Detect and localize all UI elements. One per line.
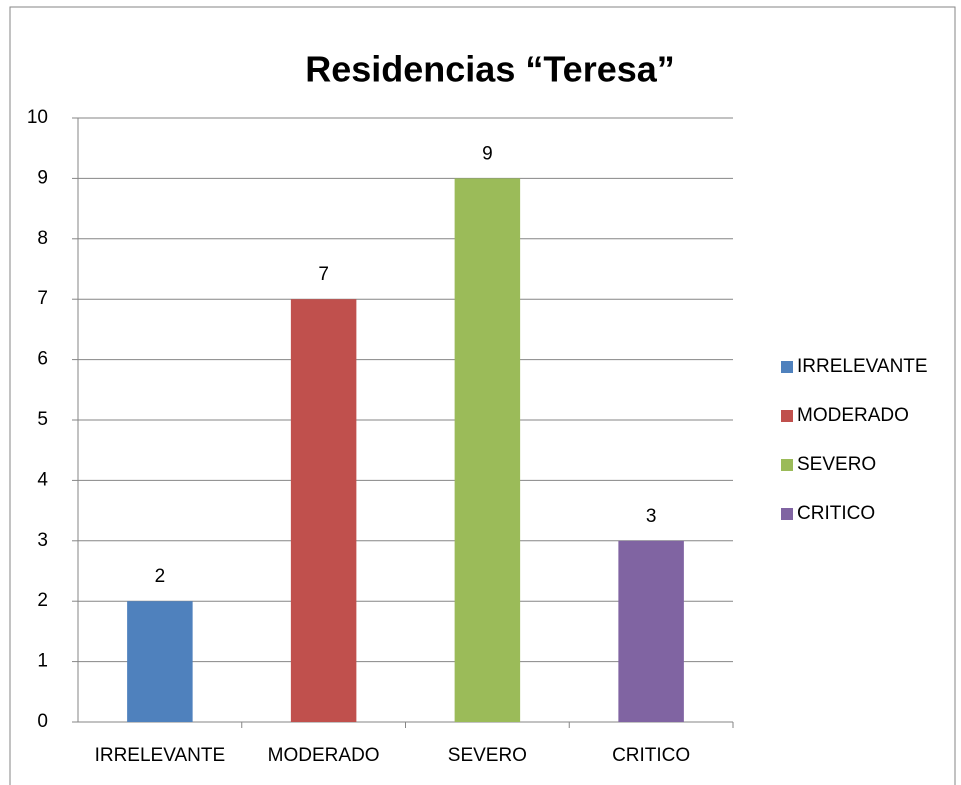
y-tick-label: 0 [37,711,48,732]
y-tick-label: 9 [37,167,48,188]
y-tick-label: 3 [37,530,48,551]
data-label: 3 [646,506,657,527]
legend-swatch [781,410,793,422]
y-tick-label: 2 [37,590,48,611]
x-tick-label: SEVERO [448,745,527,766]
data-label: 7 [318,264,329,285]
legend-swatch [781,361,793,373]
x-tick-label: MODERADO [268,745,380,766]
y-tick-label: 10 [27,107,48,128]
legend-label: IRRELEVANTE [797,356,928,377]
chart-frame [9,6,956,785]
y-tick-label: 5 [37,409,48,430]
legend-label: CRITICO [797,503,875,524]
x-tick-label: CRITICO [612,745,690,766]
legend-label: MODERADO [797,405,909,426]
x-tick-label: IRRELEVANTE [95,745,226,766]
bar [618,540,684,722]
legend-label: SEVERO [797,454,876,475]
bar [454,178,521,722]
y-tick-label: 8 [37,228,48,249]
y-tick-label: 6 [37,349,48,370]
bar [127,601,193,722]
bar [290,299,357,722]
legend-swatch [781,508,793,520]
y-tick-label: 1 [37,651,48,672]
y-tick-label: 4 [37,469,48,490]
legend-swatch [781,459,793,471]
y-tick-label: 7 [37,288,48,309]
data-label: 9 [482,143,493,164]
chart-title: Residencias “Teresa” [305,49,675,90]
data-label: 2 [155,566,166,587]
